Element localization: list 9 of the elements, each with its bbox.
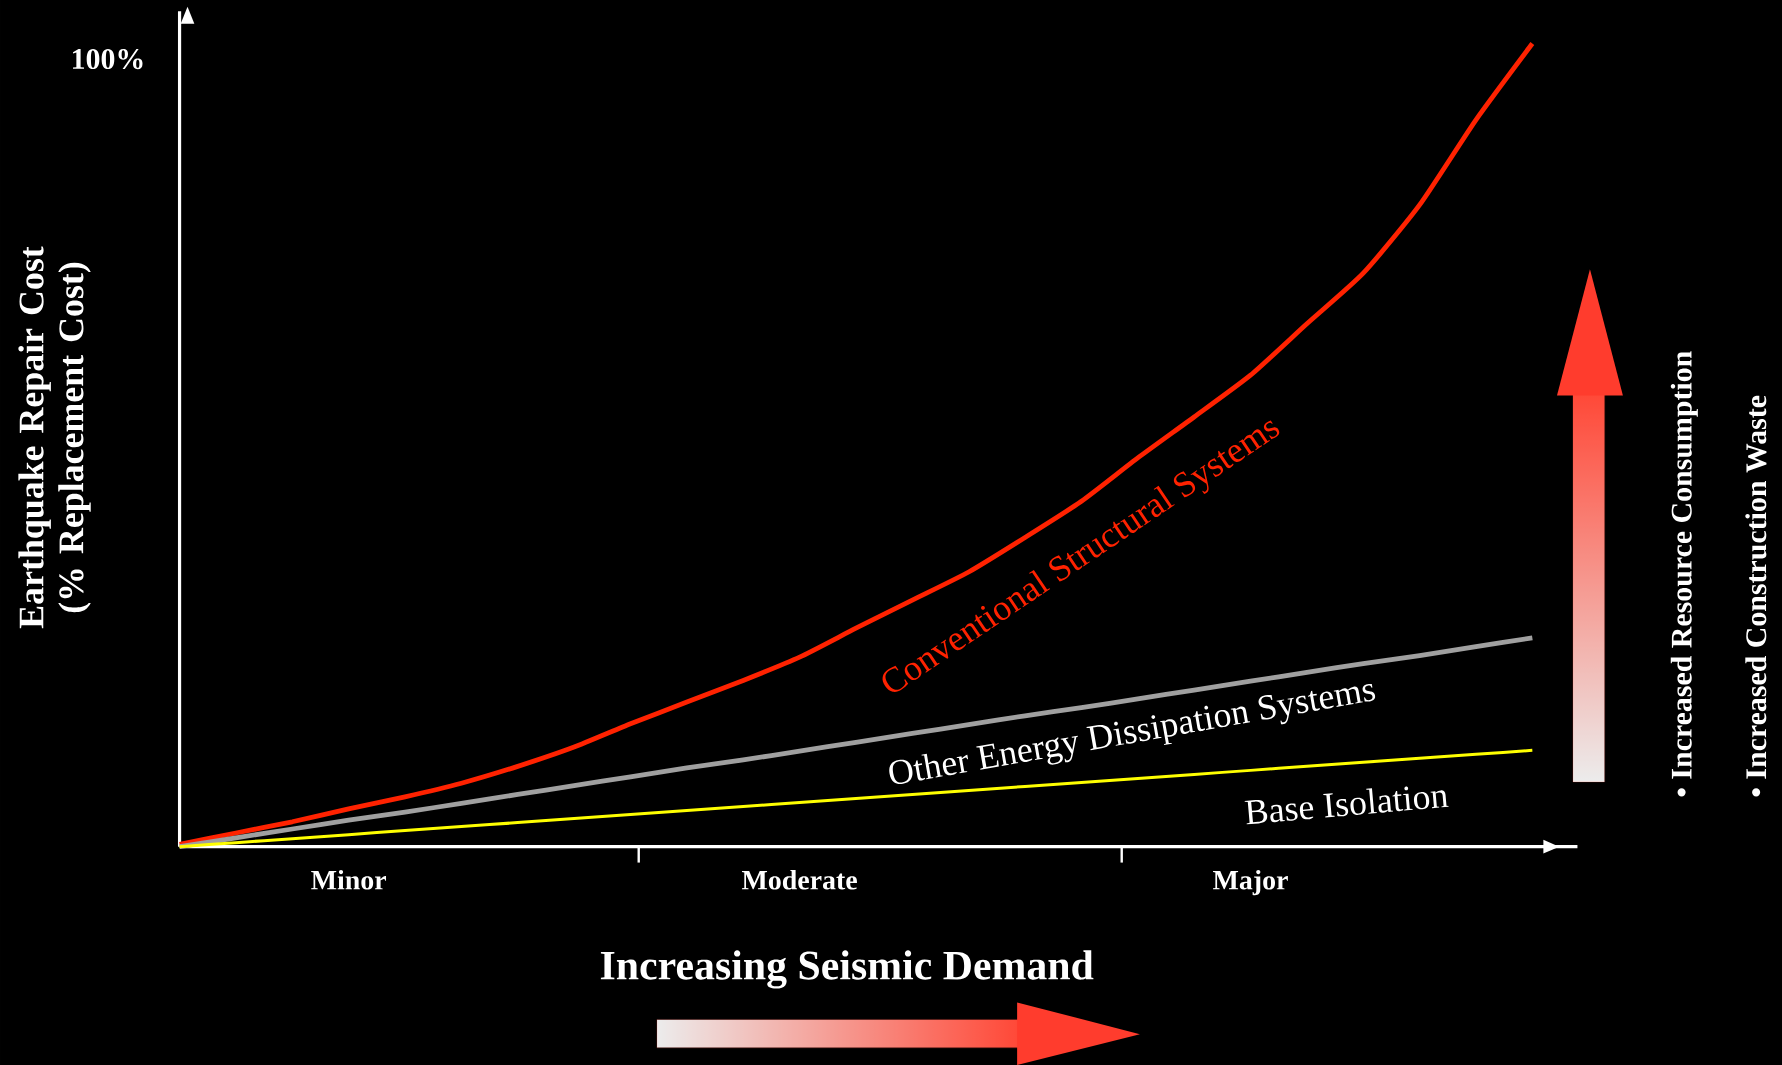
x-axis-title: Increasing Seismic Demand (600, 950, 1094, 989)
text: • Increased Construction Waste (1745, 395, 1767, 797)
x-tick-label: Moderate (741, 870, 857, 890)
series-label: Base Isolation (1244, 786, 1449, 825)
text: 100% (73, 49, 143, 70)
x-tick-label: Minor (311, 870, 387, 890)
text: • Increased Resource Consumption (1670, 351, 1698, 797)
x-tick-label: Major (1213, 870, 1288, 896)
y-axis-title: Earthquake Repair Cost (% Replacement Cost) (18, 246, 91, 629)
